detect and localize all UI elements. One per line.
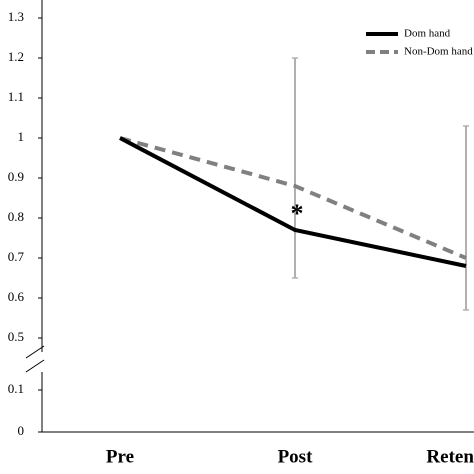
y-tick-label: 0.5 bbox=[8, 329, 24, 344]
y-tick-label: 0.6 bbox=[8, 289, 25, 304]
y-tick-label: 1.1 bbox=[8, 89, 24, 104]
legend-label: Dom hand bbox=[404, 28, 451, 40]
y-tick-label: 1.3 bbox=[8, 9, 24, 24]
y-tick-label: 0.1 bbox=[8, 381, 24, 396]
y-tick-label: 1.2 bbox=[8, 49, 24, 64]
series-line bbox=[119, 136, 467, 268]
x-tick-label: Pre bbox=[106, 446, 134, 467]
y-tick-label: 1 bbox=[18, 129, 25, 144]
y-tick-label: 0.7 bbox=[8, 249, 25, 264]
x-tick-label: Post bbox=[278, 446, 314, 467]
axis-break bbox=[25, 359, 45, 373]
y-tick-label: 0.8 bbox=[8, 209, 24, 224]
y-tick-label: 0.9 bbox=[8, 169, 24, 184]
y-tick-label: 0 bbox=[18, 423, 25, 438]
series-line bbox=[119, 136, 467, 260]
x-tick-label: Retention bbox=[426, 446, 474, 467]
axis-break bbox=[25, 345, 45, 359]
legend-label: Non-Dom hand bbox=[404, 46, 473, 58]
annotation: * bbox=[291, 199, 304, 228]
